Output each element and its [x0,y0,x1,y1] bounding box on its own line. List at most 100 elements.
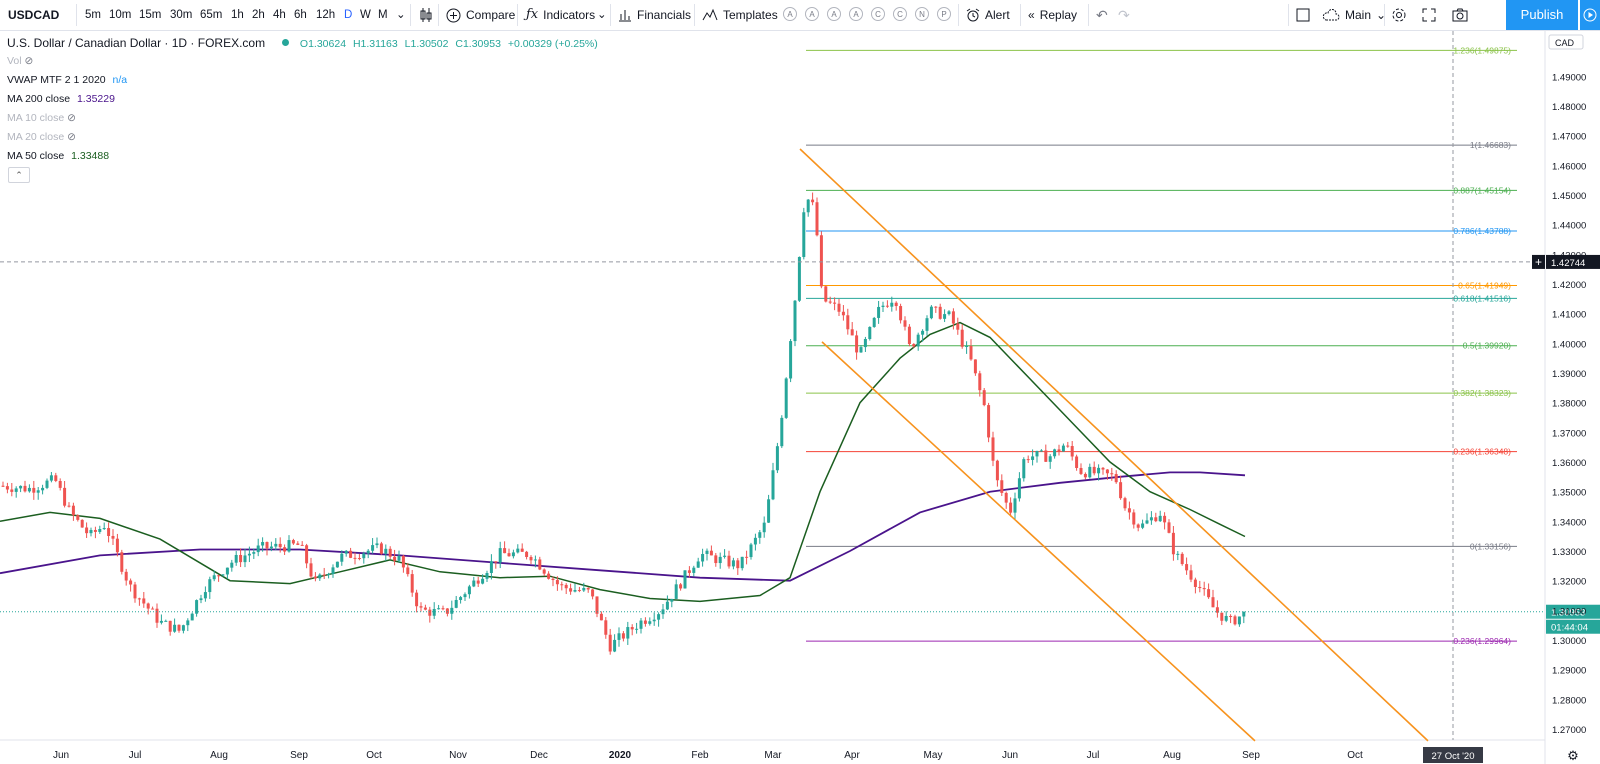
collapse-legend-button[interactable]: ⌃ [8,167,30,183]
currency-button[interactable] [1548,34,1584,50]
redo-icon[interactable]: ↷ [1118,7,1130,23]
legend-vwap[interactable]: VWAP MTF 2 1 2020 n/a [7,74,127,86]
interval-2h[interactable]: 2h [252,9,265,21]
plus-circle-icon [446,8,461,22]
template-a[interactable]: A [827,7,841,21]
layout-button[interactable]: Main ⌄ [1322,0,1386,30]
candle-body [577,590,581,592]
candle-body [811,199,815,203]
price-tick-label: 1.29000 [1552,666,1586,677]
indicators-button[interactable]: ƒx Indicators [526,0,595,30]
candle-body [736,560,740,569]
interval-65m[interactable]: 65m [200,9,223,21]
candle-body [27,487,31,492]
price-tick-label: 1.48000 [1552,102,1586,113]
legend-ma10[interactable]: MA 10 close ⊘ [7,112,76,124]
template-p[interactable]: P [937,7,951,21]
template-n[interactable]: N [915,7,929,21]
candle-body [1000,480,1004,493]
replay-button[interactable]: « Replay [1028,0,1077,30]
candle-body [1167,522,1171,533]
trend-channel[interactable] [799,148,1429,742]
select-mode-button[interactable] [1296,0,1310,30]
fullscreen-icon [1422,8,1436,22]
candle-body [1079,467,1083,474]
eye-hidden-icon[interactable]: ⊘ [24,55,34,67]
candle-body [885,305,889,307]
template-c[interactable]: C [871,7,885,21]
template-a[interactable]: A [849,7,863,21]
channel-lower-line[interactable] [821,341,1256,742]
candle-body [639,620,643,629]
interval-6h[interactable]: 6h [294,9,307,21]
candle-body [899,306,903,321]
alert-button[interactable]: Alert [966,0,1010,30]
crosshair-plus-icon[interactable] [1532,254,1545,269]
legend-ma200[interactable]: MA 200 close 1.35229 [7,93,115,105]
candle-body [718,556,722,564]
eye-hidden-icon[interactable]: ⊘ [67,112,76,124]
legend-ma50[interactable]: MA 50 close 1.33488 [7,150,109,162]
candle-body [111,535,115,539]
candle-body [283,547,287,552]
channel-upper-line[interactable] [799,148,1429,742]
candle-body [503,548,507,554]
interval-30m[interactable]: 30m [170,9,193,21]
compare-button[interactable]: Compare [446,0,515,30]
candle-body [657,614,661,620]
candle-style-button[interactable] [418,0,434,30]
divider [438,4,439,26]
candle-body [102,528,106,530]
undo-icon[interactable]: ↶ [1096,7,1108,23]
interval-5m[interactable]: 5m [85,9,101,21]
legend-ma20[interactable]: MA 20 close ⊘ [7,131,76,143]
interval-12h[interactable]: 12h [316,9,336,21]
financials-button[interactable]: Financials [618,0,691,30]
interval-4h[interactable]: 4h [273,9,286,21]
play-button[interactable] [1580,0,1600,30]
price-axis[interactable]: 1.49000 1.48000 1.47000 1.46000 1.45000 1.440… [1548,34,1586,736]
chevron-down-icon[interactable]: ⌄ [396,9,406,21]
candle-body [1101,467,1105,470]
candle-body [146,603,150,609]
fib-level-label: 0.618(1.41516) [1453,293,1511,303]
candle-body [652,619,656,622]
snapshot-button[interactable] [1452,0,1468,30]
eye-hidden-icon[interactable]: ⊘ [67,131,76,143]
candle-body [133,584,137,599]
templates-button[interactable]: Templates [702,0,778,30]
interval-10m[interactable]: 10m [109,9,132,21]
interval-1h[interactable]: 1h [231,9,244,21]
publish-button[interactable]: Publish [1506,0,1578,30]
symbol-search[interactable]: USDCAD [8,8,60,22]
candle-body [32,487,36,493]
candle-body [555,580,559,585]
legend-vol[interactable]: Vol ⊘ [7,55,33,67]
candle-body [969,345,973,360]
candle-body [1198,586,1202,589]
interval-d[interactable]: D [344,9,353,21]
gear-icon[interactable]: ⚙ [1567,749,1579,764]
fibonacci-retracement[interactable]: 1.236(1.49875) 1(1.46683) 0.887(1.45154) 0.… [806,45,1517,646]
candle-body [85,527,89,534]
candle-body [525,551,529,557]
settings-button[interactable] [1391,0,1407,30]
price-chart[interactable]: 1.236(1.49875) 1(1.46683) 0.887(1.45154) 0.… [0,31,1600,764]
template-a[interactable]: A [805,7,819,21]
template-c[interactable]: C [893,7,907,21]
candle-body [93,529,97,532]
candle-body [1132,512,1136,525]
template-a[interactable]: A [783,7,797,21]
candle-body [67,505,71,507]
candle-body [1053,449,1057,457]
interval-15m[interactable]: 15m [139,9,162,21]
candle-body [476,580,480,584]
fullscreen-button[interactable] [1422,0,1436,30]
symbol-title: U.S. Dollar / Canadian Dollar · 1D · FOR… [7,36,266,50]
time-axis[interactable]: Jun Jul Aug Sep Oct Nov Dec 2020 Feb Mar Apr May Jun… [53,747,1579,764]
interval-w[interactable]: W [360,9,371,21]
interval-m[interactable]: M [378,9,388,21]
candle-body [1044,450,1048,462]
candle-body [142,598,146,604]
chevron-down-icon[interactable]: ⌄ [597,9,607,21]
